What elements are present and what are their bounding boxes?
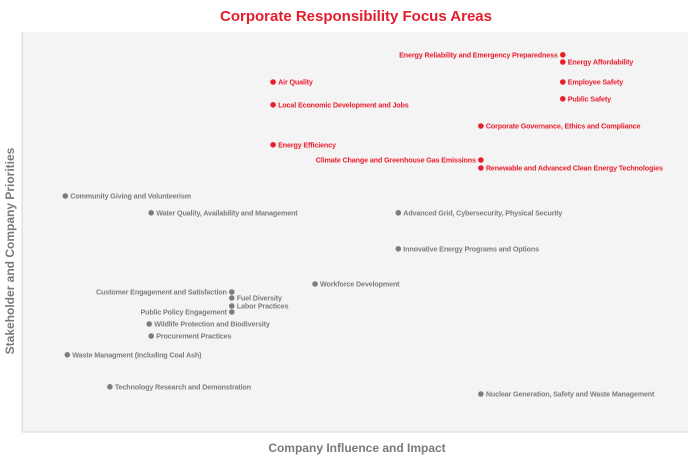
data-point-marker bbox=[478, 165, 484, 171]
data-point-label: Customer Engagement and Satisfaction bbox=[96, 288, 227, 297]
data-point-marker bbox=[107, 384, 113, 390]
data-points: Energy Reliability and Emergency Prepare… bbox=[62, 50, 663, 399]
data-point-label: Employee Safety bbox=[568, 78, 623, 87]
data-point-marker bbox=[559, 52, 566, 58]
data-point-label: Waste Managment (Including Coal Ash) bbox=[72, 350, 202, 359]
data-point-label: Fuel Diversity bbox=[237, 294, 282, 303]
data-point-marker bbox=[228, 289, 235, 295]
data-point-label: Advanced Grid, Cybersecurity, Physical S… bbox=[403, 208, 562, 217]
data-point-marker bbox=[64, 352, 71, 358]
data-point-label: Corporate Governance, Ethics and Complia… bbox=[486, 122, 641, 131]
data-point-marker bbox=[559, 79, 566, 85]
data-point-marker bbox=[270, 79, 276, 85]
data-point-label: Public Policy Engagement bbox=[141, 308, 228, 317]
data-point-marker bbox=[62, 193, 69, 199]
data-point-label: Air Quality bbox=[278, 78, 313, 87]
data-point-marker bbox=[395, 246, 402, 252]
data-point-marker bbox=[270, 102, 276, 108]
y-axis-label: Stakeholder and Company Priorities bbox=[3, 147, 17, 354]
data-point-marker bbox=[148, 210, 155, 216]
data-point-label: Renewable and Advanced Clean Energy Tech… bbox=[486, 164, 663, 173]
data-point-label: Energy Affordability bbox=[568, 58, 634, 67]
data-point-label: Procurement Practices bbox=[156, 332, 231, 341]
data-point-marker bbox=[478, 123, 484, 129]
data-point-label: Innovative Energy Programs and Options bbox=[403, 244, 539, 253]
data-point-label: Nuclear Generation, Safety and Waste Man… bbox=[486, 390, 655, 399]
data-point-label: Energy Efficiency bbox=[278, 140, 336, 149]
data-point-marker bbox=[478, 157, 484, 163]
x-axis-label: Company Influence and Impact bbox=[268, 441, 445, 455]
data-point-label: Water Quality, Availability and Manageme… bbox=[156, 208, 298, 217]
data-point-marker bbox=[312, 281, 318, 287]
plot-area bbox=[22, 32, 688, 432]
data-point-label: Labor Practices bbox=[237, 302, 289, 311]
data-point-marker bbox=[559, 59, 566, 65]
data-point-label: Technology Research and Demonstration bbox=[115, 382, 251, 391]
data-point-marker bbox=[270, 142, 276, 148]
data-point-label: Workforce Development bbox=[320, 280, 400, 289]
data-point-marker bbox=[148, 333, 155, 339]
data-point-label: Climate Change and Greenhouse Gas Emissi… bbox=[316, 156, 476, 165]
chart-title: Corporate Responsibility Focus Areas bbox=[220, 8, 492, 25]
data-point-label: Wildlife Protection and Biodiversity bbox=[154, 320, 270, 329]
data-point-label: Community Giving and Volunteerism bbox=[70, 192, 191, 201]
data-point-marker bbox=[395, 210, 402, 216]
data-point-marker bbox=[228, 295, 235, 301]
data-point-label: Local Economic Development and Jobs bbox=[278, 100, 409, 109]
data-point-marker bbox=[478, 391, 484, 397]
data-point-marker bbox=[228, 309, 235, 315]
data-point-marker bbox=[559, 96, 566, 102]
data-point-marker bbox=[228, 303, 235, 309]
data-point-label: Energy Reliability and Emergency Prepare… bbox=[399, 50, 558, 59]
data-point-marker bbox=[146, 321, 153, 327]
data-point-label: Public Safety bbox=[568, 94, 611, 103]
